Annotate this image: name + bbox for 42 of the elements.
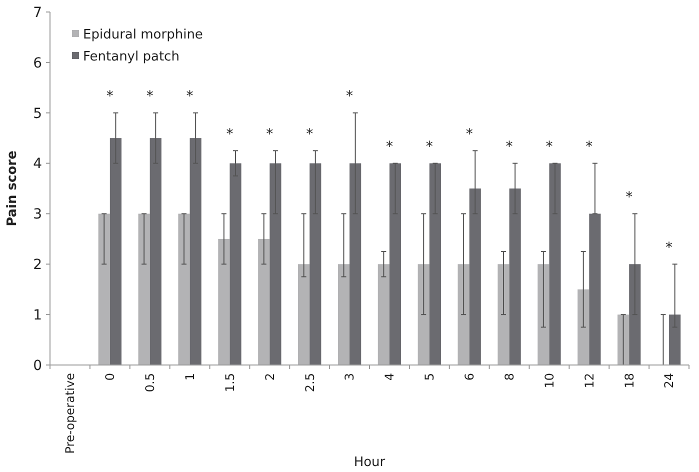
x-tick-label: 5	[422, 373, 437, 381]
x-tick-label: 1.5	[222, 373, 237, 392]
x-tick-label: 6	[462, 373, 477, 381]
annotation: *	[306, 126, 314, 142]
x-tick-label: 24	[662, 373, 676, 388]
annotation: *	[186, 88, 194, 105]
x-tick-label: 12	[582, 373, 596, 388]
legend-label: Fentanyl patch	[83, 50, 180, 65]
annotation: *	[626, 190, 633, 206]
annotation: *	[506, 139, 513, 156]
x-tick-label: 4	[382, 373, 397, 381]
annotation: *	[386, 139, 393, 156]
x-tick-label: 8	[502, 373, 516, 381]
x-tick-label: 2	[262, 373, 277, 381]
annotation: *	[666, 240, 673, 256]
y-axis-title: Pain score	[5, 150, 20, 226]
x-tick-label: Pre-operative	[63, 373, 78, 454]
annotation: *	[226, 126, 234, 142]
y-tick-label: 6	[33, 55, 42, 72]
annotation: *	[266, 126, 274, 142]
annotation: *	[546, 139, 553, 156]
x-tick-label: 3	[342, 373, 357, 381]
x-tick-label: 18	[622, 373, 636, 388]
annotation: *	[106, 88, 114, 105]
y-tick-label: 4	[33, 156, 42, 172]
x-axis-title: Hour	[354, 455, 386, 470]
x-tick-label: 10	[542, 373, 556, 388]
annotation: *	[586, 139, 593, 156]
x-tick-label: 0	[103, 373, 118, 381]
legend-label: Epidural morphine	[83, 28, 203, 43]
y-tick-label: 1	[33, 307, 42, 324]
annotation: *	[346, 88, 354, 105]
y-tick-label: 2	[33, 257, 42, 274]
x-tick-label: 1	[182, 373, 197, 381]
annotation: *	[146, 88, 154, 105]
y-tick-label: 7	[33, 4, 42, 21]
y-tick-label: 3	[33, 206, 42, 223]
y-tick-label: 5	[33, 106, 42, 122]
x-tick-label: 0.5	[143, 373, 158, 392]
annotation: *	[426, 139, 433, 156]
x-tick-label: 2.5	[302, 373, 317, 392]
annotation: *	[466, 126, 473, 142]
